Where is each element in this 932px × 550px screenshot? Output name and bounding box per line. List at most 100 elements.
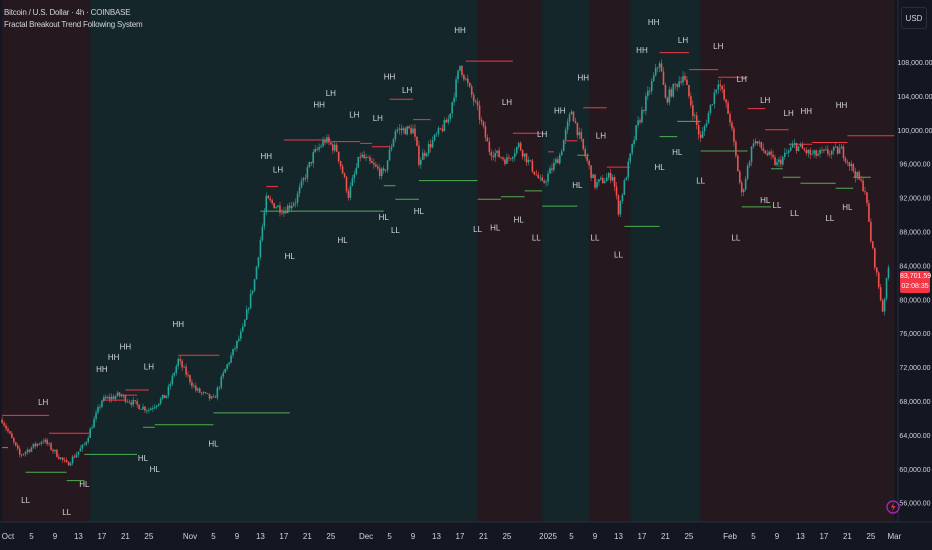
time-tick-label: 9	[411, 532, 416, 541]
fractal-label-lh: LH	[326, 89, 336, 98]
candle	[151, 408, 154, 409]
fractal-label-hh: HH	[384, 72, 396, 81]
time-tick-label: 25	[866, 532, 875, 541]
candle	[557, 159, 559, 164]
candle	[692, 105, 694, 117]
fractal-label-hl: HL	[572, 181, 583, 190]
trend-zones	[2, 0, 895, 522]
time-tick-label: 25	[326, 532, 335, 541]
fractal-label-ll: LL	[62, 508, 71, 517]
candle	[603, 181, 606, 184]
indicator-title[interactable]: Fractal Breakout Trend Following System	[4, 20, 143, 29]
candle	[56, 449, 58, 457]
candle	[95, 412, 97, 419]
candle	[648, 90, 651, 92]
candle	[275, 207, 277, 209]
fractal-label-ll: LL	[391, 226, 400, 235]
candle	[54, 449, 56, 452]
candle	[298, 187, 301, 194]
last-price: 83,701.59	[900, 273, 932, 280]
candle	[523, 153, 526, 157]
candle	[774, 157, 776, 165]
candle	[709, 104, 712, 113]
candle	[885, 278, 888, 299]
candle	[445, 119, 448, 123]
candle	[580, 132, 583, 140]
candle	[836, 146, 839, 154]
candle	[279, 205, 281, 213]
candle	[61, 457, 64, 460]
candle	[510, 158, 512, 160]
candle	[490, 152, 493, 156]
candle	[326, 137, 328, 143]
candle	[273, 203, 275, 209]
fractal-label-hl: HL	[208, 439, 219, 448]
candle	[551, 168, 553, 170]
candle	[175, 366, 178, 374]
candle	[494, 153, 497, 158]
candle	[605, 177, 608, 182]
candle	[508, 157, 510, 159]
time-tick-label: 9	[235, 532, 240, 541]
candle	[527, 159, 530, 163]
candle	[639, 120, 641, 123]
currency-button[interactable]: USD	[901, 7, 927, 29]
candle	[813, 150, 815, 154]
candle	[189, 375, 191, 383]
candle	[543, 180, 545, 183]
candle	[678, 81, 680, 87]
candle	[427, 144, 430, 154]
candle	[803, 148, 806, 151]
candle	[811, 153, 813, 155]
candle	[723, 89, 725, 100]
symbol-title[interactable]: Bitcoin / U.S. Dollar · 4h · COINBASE	[4, 8, 131, 17]
candle	[402, 128, 405, 131]
candle	[780, 159, 782, 165]
candle	[517, 143, 520, 148]
candle	[277, 205, 279, 208]
time-axis[interactable]	[0, 522, 898, 550]
fractal-label-hh: HH	[836, 101, 848, 110]
time-tick-label: 17	[97, 532, 106, 541]
candle	[198, 388, 201, 393]
candle	[191, 382, 193, 387]
candle	[785, 152, 788, 154]
candle	[257, 257, 260, 267]
candle	[627, 161, 630, 178]
candle	[155, 405, 158, 408]
fractal-label-hh: HH	[454, 26, 466, 35]
candle	[783, 152, 786, 157]
candle	[758, 142, 761, 144]
candle	[388, 149, 391, 161]
candle	[114, 396, 117, 399]
candle	[249, 293, 252, 309]
candle	[635, 125, 637, 141]
candle	[150, 408, 152, 411]
candle	[206, 392, 209, 394]
candle	[58, 456, 60, 460]
candle	[537, 174, 540, 179]
candle	[858, 172, 860, 180]
time-tick-label: 25	[144, 532, 153, 541]
price-tick-label: 88,000.00	[899, 230, 930, 237]
tradingview-logo-icon[interactable]	[886, 500, 900, 514]
candle	[144, 406, 146, 411]
candle	[108, 396, 111, 400]
candle	[825, 149, 827, 151]
candle	[204, 392, 207, 394]
time-tick-label: 13	[796, 532, 805, 541]
candle	[492, 155, 495, 158]
candle	[124, 395, 127, 402]
candle	[504, 159, 506, 164]
time-tick-label: 21	[303, 532, 312, 541]
candle	[535, 174, 538, 176]
fractal-label-lh: LH	[760, 96, 770, 105]
fractal-label-ll: LL	[473, 225, 482, 234]
fractal-label-ll: LL	[696, 177, 705, 186]
candle	[842, 146, 845, 159]
candle	[461, 65, 463, 75]
candle	[817, 153, 819, 156]
candle	[740, 182, 743, 193]
candle	[830, 150, 833, 155]
